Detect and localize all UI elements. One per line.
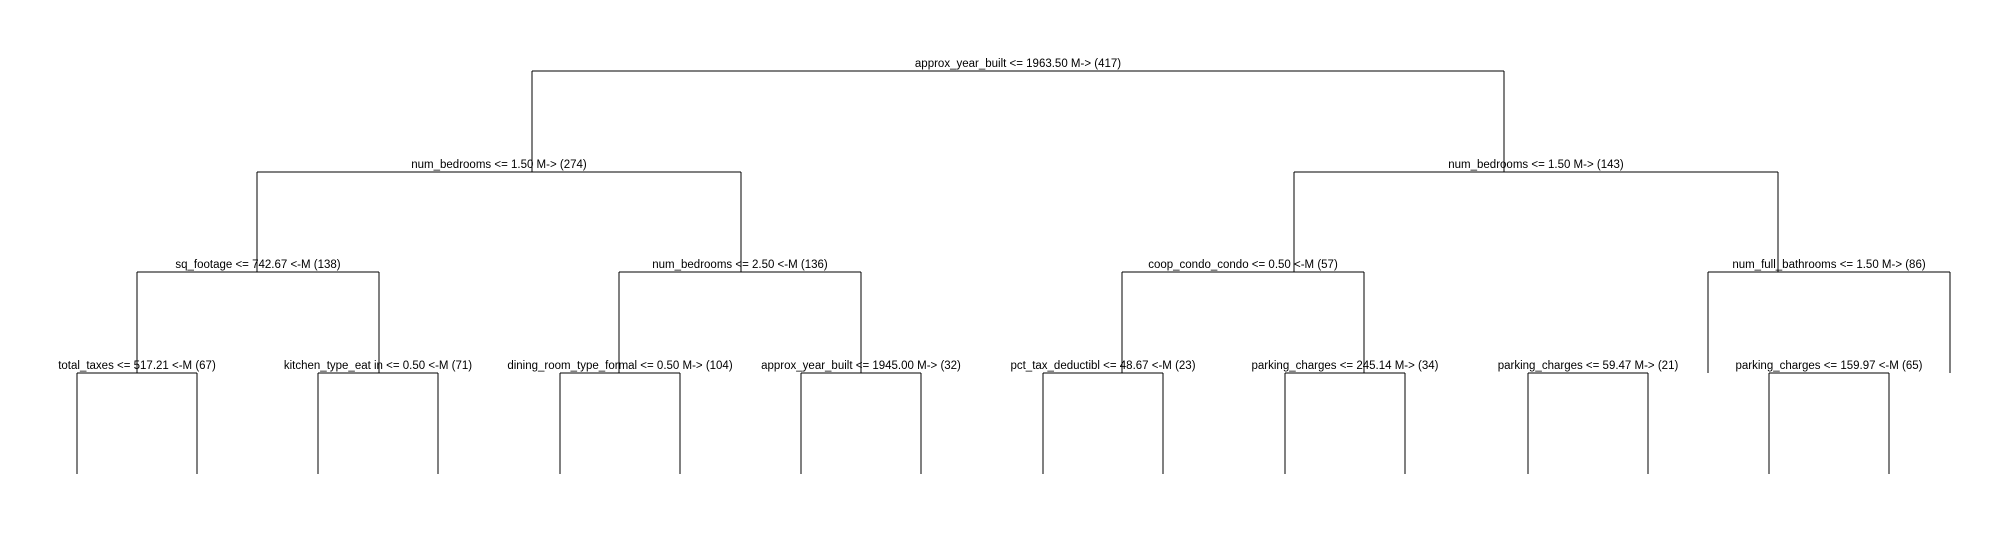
node-label-n6: num_full_bathrooms <= 1.50 M-> (86) [1732, 259, 1926, 271]
node-label-n14: parking_charges <= 159.97 <-M (65) [1736, 360, 1923, 372]
node-label-n1: num_bedrooms <= 1.50 M-> (274) [411, 159, 587, 171]
node-label-n12: parking_charges <= 245.14 M-> (34) [1252, 360, 1439, 372]
node-label-n0: approx_year_built <= 1963.50 M-> (417) [915, 58, 1121, 70]
node-label-n3: sq_footage <= 742.67 <-M (138) [175, 259, 340, 271]
node-label-n11: pct_tax_deductibl <= 48.67 <-M (23) [1010, 360, 1195, 372]
node-label-n8: kitchen_type_eat in <= 0.50 <-M (71) [284, 360, 472, 372]
node-label-n10: approx_year_built <= 1945.00 M-> (32) [761, 360, 961, 372]
node-label-n7: total_taxes <= 517.21 <-M (67) [58, 360, 216, 372]
node-label-n9: dining_room_type_formal <= 0.50 M-> (104… [507, 360, 733, 372]
node-label-n5: coop_condo_condo <= 0.50 <-M (57) [1148, 259, 1338, 271]
tree-edges [76, 70, 1951, 474]
node-label-n2: num_bedrooms <= 1.50 M-> (143) [1448, 159, 1624, 171]
tree-node-labels: approx_year_built <= 1963.50 M-> (417) nu… [58, 58, 1926, 372]
node-label-n4: num_bedrooms <= 2.50 <-M (136) [652, 259, 828, 271]
node-label-n13: parking_charges <= 59.47 M-> (21) [1498, 360, 1679, 372]
